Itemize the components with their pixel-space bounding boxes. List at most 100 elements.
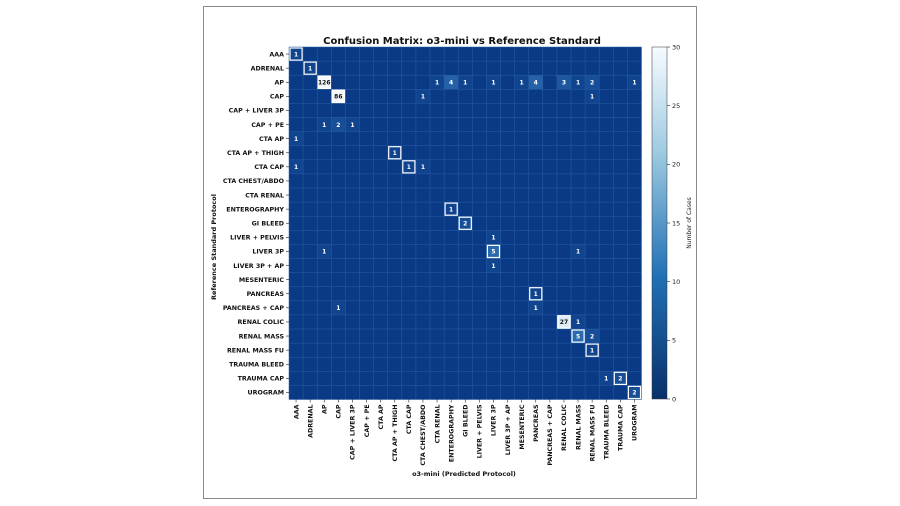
x-tick-label: AP: [321, 404, 328, 414]
cell-value-label: 1: [590, 347, 594, 354]
figure-frame: Confusion Matrix: o3-mini vs Reference S…: [203, 6, 697, 499]
cell-value-label: 1: [393, 150, 397, 157]
heatmap-cell: [289, 47, 304, 62]
cell-value-label: 2: [632, 390, 636, 397]
heatmap-cell: [387, 145, 402, 160]
y-tick-label: CTA RENAL: [245, 192, 284, 199]
cell-value-label: 2: [618, 376, 622, 383]
diagonal-cell-box: [458, 216, 472, 230]
diagonal-cell-box: [317, 75, 331, 89]
diagonal-highlight-boxes: [289, 47, 642, 400]
x-tick-label: CTA CHEST/ABDO: [420, 404, 427, 466]
heatmap-cell: [415, 89, 430, 104]
cell-value-label: 1: [604, 376, 608, 383]
heatmap-cells: [289, 47, 642, 400]
heatmap-cell: [331, 117, 346, 132]
cell-value-label: 126: [318, 79, 331, 86]
heatmap-cell: [585, 343, 600, 358]
x-tick-label: LIVER 3P + AP: [505, 404, 512, 455]
heatmap-cell: [528, 286, 543, 301]
y-tick-label: MESENTERIC: [239, 277, 284, 284]
y-tick-label: CTA CAP: [254, 164, 284, 171]
cell-value-label: 1: [322, 249, 326, 256]
y-tick-label: LIVER 3P + AP: [233, 263, 284, 270]
colorbar-tick-label: 30: [672, 43, 680, 51]
x-tick-label: LIVER + PELVIS: [477, 404, 484, 458]
cell-value-label: 1: [590, 94, 594, 101]
x-tick-label: GI BLEED: [462, 405, 469, 437]
colorbar-tick-label: 10: [672, 278, 680, 286]
cell-value-label: 86: [334, 94, 342, 101]
cell-value-label: 2: [590, 79, 594, 86]
cell-value-label: 1: [520, 79, 524, 86]
diagonal-cell-box: [388, 146, 402, 160]
diagonal-cell-box: [557, 315, 571, 329]
cell-value-label: 2: [590, 333, 594, 340]
heatmap-cell: [528, 75, 543, 90]
y-tick-labels: AAA ADRENAL AP CAP CAP + LIVER 3P CAP + PE CTA…: [223, 51, 289, 397]
cell-value-label: 1: [435, 79, 439, 86]
heatmap-cell: [317, 75, 332, 90]
x-tick-label: CTA RENAL: [434, 405, 441, 444]
diagonal-cell-box: [585, 343, 599, 357]
y-tick-label: AAA: [269, 51, 284, 58]
heatmap-cell: [585, 329, 600, 344]
y-tick-label: PANCREAS + CAP: [223, 305, 285, 312]
colorbar-tick-label: 15: [672, 219, 680, 227]
diagonal-cell-box: [331, 89, 346, 104]
heatmap-cell: [528, 300, 543, 315]
heatmap-cell: [331, 300, 346, 315]
heatmap-cell: [571, 244, 586, 259]
cell-value-label: 1: [534, 291, 538, 298]
diagonal-cell-box: [289, 47, 303, 61]
cell-value-label: 1: [576, 79, 580, 86]
diagonal-cell-box: [627, 385, 642, 400]
heatmap-cell: [486, 230, 501, 245]
heatmap-cell: [430, 75, 445, 90]
cell-value-label: 1: [322, 122, 326, 129]
y-axis-label: Reference Standard Protocol: [210, 194, 218, 300]
heatmap-cell: [289, 131, 304, 146]
cell-value-label: 4: [534, 79, 538, 86]
y-tick-label: CAP: [270, 94, 284, 101]
x-tick-label: RENAL COLIC: [561, 404, 568, 451]
heatmap-cell: [486, 258, 501, 273]
heatmap-gridlines: [288, 46, 642, 400]
cell-value-label: 1: [421, 164, 425, 171]
x-axis-label: o3-mini (Predicted Protocol): [412, 470, 516, 478]
cell-value-label: 1: [294, 136, 298, 143]
heatmap-cell: [415, 159, 430, 174]
y-tick-label: UROGRAM: [248, 390, 284, 397]
cell-value-label: 1: [336, 305, 340, 312]
y-tick-label: PANCREAS: [247, 291, 285, 298]
heatmap-cell: [571, 329, 586, 344]
cell-value-label: 5: [576, 333, 580, 340]
x-tick-label: LIVER 3P: [491, 404, 498, 436]
y-tick-label: LIVER + PELVIS: [230, 235, 284, 242]
colorbar-label: Number of Cases: [686, 197, 693, 249]
x-tick-label: CAP + LIVER 3P: [350, 404, 357, 460]
heatmap-cell: [571, 314, 586, 329]
x-tick-label: CTA AP + THIGH: [392, 405, 399, 462]
y-tick-label: ENTEROGRAPHY: [226, 206, 284, 213]
cell-value-label: 1: [449, 206, 453, 213]
heatmap-cell: [486, 75, 501, 90]
y-tick-label: GI BLEED: [252, 220, 284, 227]
colorbar-tick-label: 0: [672, 395, 676, 403]
heatmap-cell: [556, 75, 571, 90]
heatmap-cell: [401, 159, 416, 174]
x-tick-label: RENAL MASS FU: [589, 405, 596, 462]
x-tick-label: ENTEROGRAPHY: [448, 404, 455, 462]
cell-value-label: 1: [576, 249, 580, 256]
heatmap-cell: [571, 75, 586, 90]
chart-title: Confusion Matrix: o3-mini vs Reference S…: [323, 36, 601, 47]
y-tick-label: CTA AP: [259, 136, 284, 143]
diagonal-cell-box: [486, 244, 501, 259]
colorbar: [651, 46, 668, 400]
heatmap-cell: [627, 75, 642, 90]
heatmap-cell: [627, 385, 642, 400]
cell-value-label: 1: [491, 263, 495, 270]
cell-value-label: 1: [491, 235, 495, 242]
diagonal-cell-box: [444, 202, 458, 216]
y-tick-label: TRAUMA BLEED: [229, 361, 284, 368]
